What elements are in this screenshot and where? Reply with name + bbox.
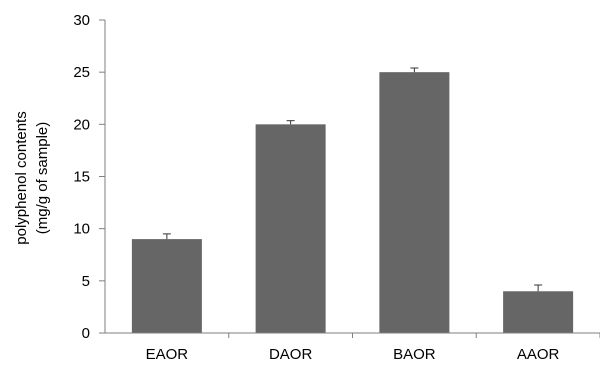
x-category-label: DAOR: [269, 346, 313, 363]
y-axis-title-line1: polyphenol contents: [13, 111, 30, 244]
bar-daor: [255, 124, 326, 333]
y-tick-label: 15: [73, 169, 90, 186]
y-axis-ticks: 0 5 10 15 20 25 30: [73, 12, 105, 342]
bar-aaor: [503, 291, 574, 333]
y-axis-title: polyphenol contents (mg/g of sample): [13, 111, 51, 244]
y-tick-label: 0: [82, 325, 90, 342]
bar-eaor: [131, 239, 202, 333]
y-tick-label: 25: [73, 64, 90, 81]
y-tick-label: 10: [73, 221, 90, 238]
y-axis-title-line2: (mg/g of sample): [34, 122, 51, 235]
x-category-label: EAOR: [146, 346, 189, 363]
y-tick-label: 20: [73, 116, 90, 133]
y-tick-label: 30: [73, 12, 90, 29]
y-tick-label: 5: [82, 273, 90, 290]
bars: [131, 67, 574, 334]
x-axis-ticks: EAOR DAOR BAOR AAOR: [146, 333, 600, 363]
x-category-label: AAOR: [517, 346, 560, 363]
bar-baor: [379, 72, 450, 334]
x-category-label: BAOR: [393, 346, 436, 363]
